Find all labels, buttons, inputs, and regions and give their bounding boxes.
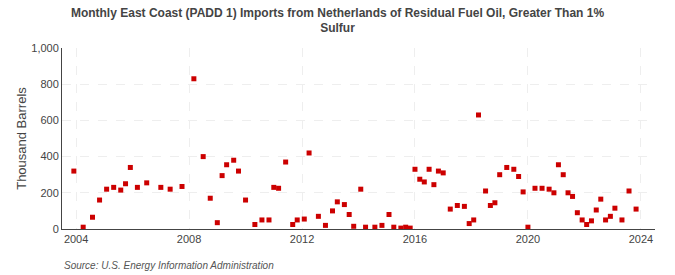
- svg-text:2004: 2004: [64, 233, 88, 245]
- svg-text:2024: 2024: [629, 233, 653, 245]
- svg-text:2012: 2012: [290, 233, 314, 245]
- svg-text:800: 800: [40, 78, 58, 90]
- svg-text:2020: 2020: [516, 233, 540, 245]
- svg-text:600: 600: [40, 114, 58, 126]
- svg-text:200: 200: [40, 187, 58, 199]
- svg-text:400: 400: [40, 150, 58, 162]
- svg-text:1,000: 1,000: [31, 42, 59, 54]
- svg-text:Thousand Barrels: Thousand Barrels: [14, 87, 29, 190]
- svg-text:2008: 2008: [177, 233, 201, 245]
- svg-text:2016: 2016: [403, 233, 427, 245]
- svg-text:Monthly East Coast (PADD 1) Im: Monthly East Coast (PADD 1) Imports from…: [71, 6, 605, 36]
- svg-text:Source: U.S. Energy Informatio: Source: U.S. Energy Information Administ…: [64, 260, 274, 271]
- svg-text:0: 0: [53, 223, 59, 235]
